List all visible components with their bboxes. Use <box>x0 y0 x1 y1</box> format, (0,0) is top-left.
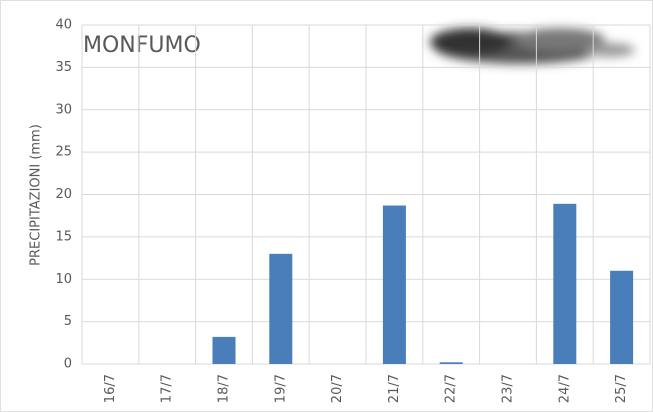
y-tick-label: 0 <box>64 357 72 372</box>
y-tick-label: 10 <box>55 272 72 287</box>
x-tick-label: 16/7 <box>103 374 118 403</box>
y-axis-label: PRECIPITAZIONI (mm) <box>29 124 44 266</box>
y-tick-label: 5 <box>64 314 72 329</box>
bar <box>439 362 463 364</box>
chart-title: MONFUMO <box>83 33 201 58</box>
y-tick-label: 15 <box>55 229 72 244</box>
y-tick-label: 25 <box>55 145 72 160</box>
x-tick-label: 22/7 <box>444 374 459 403</box>
cloud-image <box>430 28 635 64</box>
x-tick-label: 18/7 <box>217 374 232 403</box>
x-tick-label: 23/7 <box>501 374 516 403</box>
y-tick-label: 30 <box>55 102 72 117</box>
bar <box>382 205 406 364</box>
x-tick-label: 24/7 <box>557 374 572 403</box>
x-tick-label: 20/7 <box>330 374 345 403</box>
x-tick-label: 19/7 <box>273 374 288 403</box>
bar <box>212 336 236 364</box>
x-tick-label: 21/7 <box>387 374 402 403</box>
x-tick-label: 25/7 <box>614 374 629 403</box>
bar <box>610 270 634 364</box>
y-tick-label: 20 <box>55 187 72 202</box>
bar <box>553 203 577 364</box>
y-tick-label: 40 <box>55 18 72 33</box>
bar <box>269 253 293 364</box>
y-tick-label: 35 <box>55 60 72 75</box>
x-tick-label: 17/7 <box>160 374 175 403</box>
